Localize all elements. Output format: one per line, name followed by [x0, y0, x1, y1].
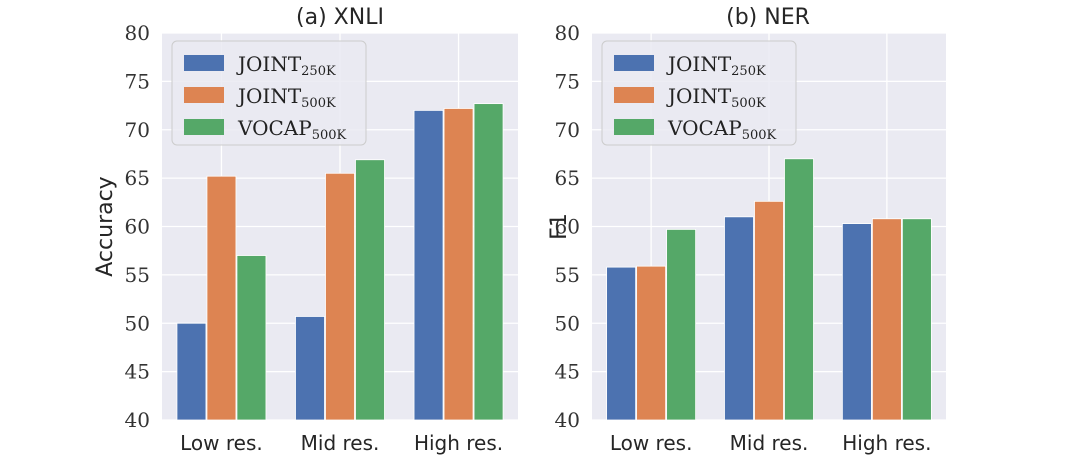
chart-title: (a) XNLI: [296, 5, 384, 30]
bar: [206, 175, 237, 421]
bar: [325, 172, 355, 421]
legend-subscript: 250K: [301, 64, 336, 79]
legend-swatch: [614, 55, 654, 71]
y-tick-label: 40: [555, 408, 580, 432]
legend-name: JOINT: [666, 52, 732, 76]
x-tick-label: High res.: [842, 431, 931, 455]
bar: [841, 223, 872, 421]
legend-label: JOINT500K: [666, 84, 766, 111]
legend-label: JOINT250K: [236, 52, 336, 79]
legend-name: JOINT: [666, 84, 732, 108]
legend-label: VOCAP500K: [237, 116, 347, 143]
x-tick-label: High res.: [414, 431, 503, 455]
bar: [355, 159, 385, 421]
legend-name: VOCAP: [667, 116, 742, 140]
legend-subscript: 500K: [731, 96, 766, 111]
y-tick-label: 50: [555, 311, 580, 335]
bar: [901, 218, 932, 421]
bar: [754, 200, 784, 421]
y-tick-label: 75: [125, 69, 150, 93]
x-tick-label: Mid res.: [730, 431, 809, 455]
bar: [236, 255, 267, 421]
y-axis-label: Accuracy: [93, 176, 118, 276]
x-tick-label: Low res.: [610, 431, 693, 455]
bar: [724, 216, 754, 421]
legend-subscript: 500K: [301, 96, 336, 111]
chart-panel-1: 40 45 50 55 60 65 70 75 80 Low res. Mid res. High r…: [93, 5, 518, 455]
legend-swatch: [184, 55, 224, 71]
bar: [413, 110, 444, 421]
legend-subscript: 500K: [742, 128, 777, 143]
y-tick-label: 60: [125, 215, 150, 239]
y-tick-label: 80: [125, 21, 150, 45]
y-axis-label: F1: [547, 213, 572, 240]
x-tick-label: Mid res.: [301, 431, 380, 455]
legend-label: JOINT250K: [666, 52, 766, 79]
legend-label: VOCAP500K: [667, 116, 777, 143]
y-tick-label: 45: [125, 360, 150, 384]
y-tick-label: 50: [125, 311, 150, 335]
chart-title: (b) NER: [726, 5, 810, 30]
legend-label: JOINT500K: [236, 84, 336, 111]
legend-swatch: [614, 119, 654, 135]
bar: [473, 103, 504, 421]
y-tick-label: 80: [555, 21, 580, 45]
y-tick-label: 55: [555, 263, 580, 287]
bar: [443, 108, 474, 421]
y-tick-label: 40: [125, 408, 150, 432]
bar: [636, 265, 667, 421]
bar: [871, 218, 902, 421]
bar: [606, 266, 637, 421]
chart-panel-2: 40 45 50 55 60 65 70 75 80 Low res. Mid res. High r…: [547, 5, 946, 455]
legend-swatch: [184, 119, 224, 135]
legend-swatch: [614, 87, 654, 103]
legend-name: VOCAP: [237, 116, 312, 140]
x-tick-label: Low res.: [180, 431, 263, 455]
legend-swatch: [184, 87, 224, 103]
bar: [666, 229, 697, 421]
y-tick-label: 70: [555, 118, 580, 142]
y-tick-label: 65: [555, 166, 580, 190]
legend-subscript: 250K: [731, 64, 766, 79]
legend-subscript: 500K: [312, 128, 347, 143]
y-tick-label: 70: [125, 118, 150, 142]
y-tick-label: 60: [555, 215, 580, 239]
y-tick-label: 45: [555, 360, 580, 384]
y-tick-label: 75: [555, 69, 580, 93]
bar: [176, 322, 207, 421]
bar: [784, 158, 814, 421]
legend-name: JOINT: [236, 84, 302, 108]
legend-name: JOINT: [236, 52, 302, 76]
bar: [295, 316, 325, 421]
y-tick-label: 55: [125, 263, 150, 287]
y-tick-label: 65: [125, 166, 150, 190]
